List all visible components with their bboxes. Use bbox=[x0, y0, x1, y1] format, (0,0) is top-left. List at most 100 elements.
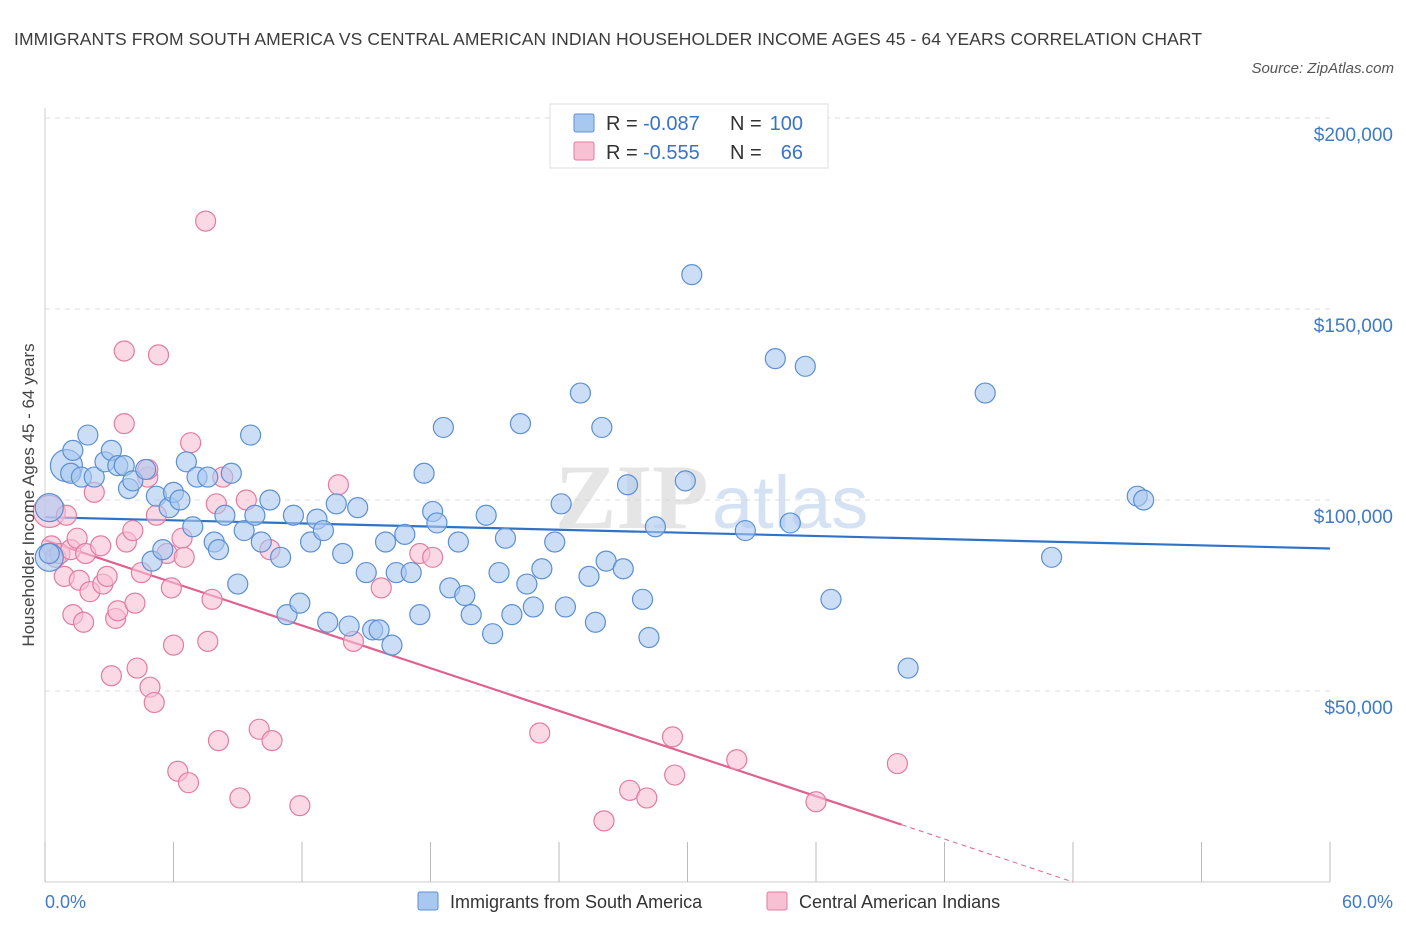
legend-r-label-2: R = bbox=[606, 142, 638, 164]
blue-point-28 bbox=[214, 504, 236, 526]
blue-point-39 bbox=[289, 592, 311, 614]
blue-point-23 bbox=[182, 516, 204, 538]
pink-point-53 bbox=[327, 474, 350, 496]
blue-point-87 bbox=[674, 470, 696, 492]
blue-point-43 bbox=[317, 611, 339, 633]
blue-point-98 bbox=[1133, 489, 1155, 511]
pink-point-32 bbox=[147, 344, 170, 366]
blue-point-83 bbox=[616, 474, 639, 496]
blue-point-62 bbox=[447, 531, 469, 553]
pink-point-51 bbox=[261, 730, 283, 752]
pink-point-59 bbox=[593, 810, 615, 832]
blue-point-36 bbox=[269, 546, 292, 568]
blue-point-46 bbox=[338, 615, 360, 637]
blue-point-31 bbox=[233, 519, 255, 542]
blue-point-29 bbox=[220, 462, 242, 484]
blue-point-60 bbox=[432, 416, 454, 439]
blue-point-89 bbox=[734, 519, 756, 542]
legend-n-label-1: N = bbox=[730, 113, 762, 135]
pink-point-41 bbox=[195, 210, 217, 232]
chart-title: IMMIGRANTS FROM SOUTH AMERICA VS CENTRAL… bbox=[14, 29, 1203, 49]
blue-point-2 bbox=[38, 542, 60, 565]
blue-point-47 bbox=[347, 497, 369, 519]
pink-point-63 bbox=[664, 764, 686, 786]
legend-r-value-1: -0.087 bbox=[643, 113, 700, 135]
blue-point-65 bbox=[475, 504, 497, 526]
y-tick-label-1: $150,000 bbox=[1314, 316, 1393, 337]
pink-point-66 bbox=[886, 752, 908, 775]
pink-point-23 bbox=[122, 519, 144, 542]
pink-point-58 bbox=[529, 722, 551, 744]
pink-point-16 bbox=[96, 565, 118, 588]
pink-point-30 bbox=[143, 691, 165, 714]
blue-point-56 bbox=[409, 603, 431, 626]
pink-point-55 bbox=[370, 577, 392, 599]
pink-point-39 bbox=[177, 772, 200, 794]
blue-point-96 bbox=[1040, 546, 1063, 568]
blue-point-8 bbox=[83, 466, 105, 488]
y-axis-label: Householder Income Ages 45 - 64 years bbox=[19, 343, 38, 646]
legend-swatch-pink bbox=[573, 141, 595, 161]
series-immigrants-south-america bbox=[34, 264, 1155, 679]
blue-point-5 bbox=[62, 439, 84, 461]
blue-point-32 bbox=[240, 424, 262, 446]
blue-point-88 bbox=[681, 264, 703, 286]
pink-point-43 bbox=[201, 588, 223, 610]
blue-point-55 bbox=[400, 561, 422, 584]
blue-point-44 bbox=[325, 493, 347, 515]
blue-point-38 bbox=[282, 504, 305, 526]
trend-lines bbox=[44, 516, 1331, 883]
pink-point-21 bbox=[113, 340, 135, 362]
blue-point-7 bbox=[77, 424, 99, 446]
series-central-american-indians bbox=[32, 210, 908, 832]
blue-point-82 bbox=[612, 558, 634, 580]
blue-point-59 bbox=[426, 512, 448, 534]
blue-point-64 bbox=[460, 603, 482, 626]
blue-point-63 bbox=[454, 584, 476, 607]
pink-point-45 bbox=[207, 730, 230, 752]
pink-point-64 bbox=[726, 749, 748, 771]
y-tick-labels: $200,000 $150,000 $100,000 $50,000 bbox=[1314, 125, 1393, 719]
blue-point-85 bbox=[638, 626, 660, 649]
blue-point-71 bbox=[516, 573, 538, 595]
blue-point-91 bbox=[779, 512, 801, 534]
legend-swatch-blue bbox=[573, 113, 595, 133]
pink-point-57 bbox=[422, 546, 444, 568]
blue-point-45 bbox=[332, 542, 354, 565]
blue-point-66 bbox=[482, 623, 504, 645]
blue-point-57 bbox=[413, 462, 435, 484]
blue-point-75 bbox=[550, 493, 572, 515]
blue-point-68 bbox=[494, 527, 517, 549]
legend-n-value-1: 100 bbox=[770, 113, 803, 135]
blue-point-94 bbox=[897, 657, 919, 679]
blue-point-77 bbox=[569, 382, 592, 404]
legend-bottom-label-blue: Immigrants from South America bbox=[450, 892, 703, 912]
pink-point-65 bbox=[805, 791, 827, 813]
blue-point-86 bbox=[644, 516, 666, 538]
blue-point-52 bbox=[381, 634, 403, 656]
pink-point-38 bbox=[173, 546, 195, 568]
legend-top: R = -0.087 N = 100 R = -0.555 N = 66 bbox=[549, 103, 829, 169]
blue-point-54 bbox=[394, 523, 416, 545]
blue-point-30 bbox=[227, 573, 249, 595]
trend-line-pink-extension bbox=[901, 824, 1074, 883]
y-tick-label-3: $50,000 bbox=[1324, 698, 1393, 719]
blue-point-25 bbox=[197, 466, 219, 488]
blue-point-90 bbox=[764, 348, 786, 370]
pink-point-62 bbox=[661, 726, 684, 748]
blue-point-33 bbox=[244, 504, 266, 526]
blue-point-27 bbox=[207, 539, 230, 561]
blue-point-74 bbox=[544, 531, 566, 553]
blue-point-84 bbox=[631, 588, 654, 610]
pink-point-40 bbox=[180, 432, 202, 454]
pink-point-25 bbox=[126, 657, 148, 679]
blue-point-48 bbox=[355, 561, 377, 584]
legend-bottom: Immigrants from South America Central Am… bbox=[417, 891, 1000, 912]
blue-point-15 bbox=[135, 458, 157, 481]
legend-bottom-swatch-pink bbox=[766, 891, 788, 911]
blue-point-73 bbox=[531, 558, 553, 580]
blue-point-42 bbox=[312, 519, 335, 542]
legend-n-label-2: N = bbox=[730, 142, 762, 164]
blue-point-93 bbox=[820, 588, 842, 610]
blue-point-35 bbox=[259, 489, 281, 511]
